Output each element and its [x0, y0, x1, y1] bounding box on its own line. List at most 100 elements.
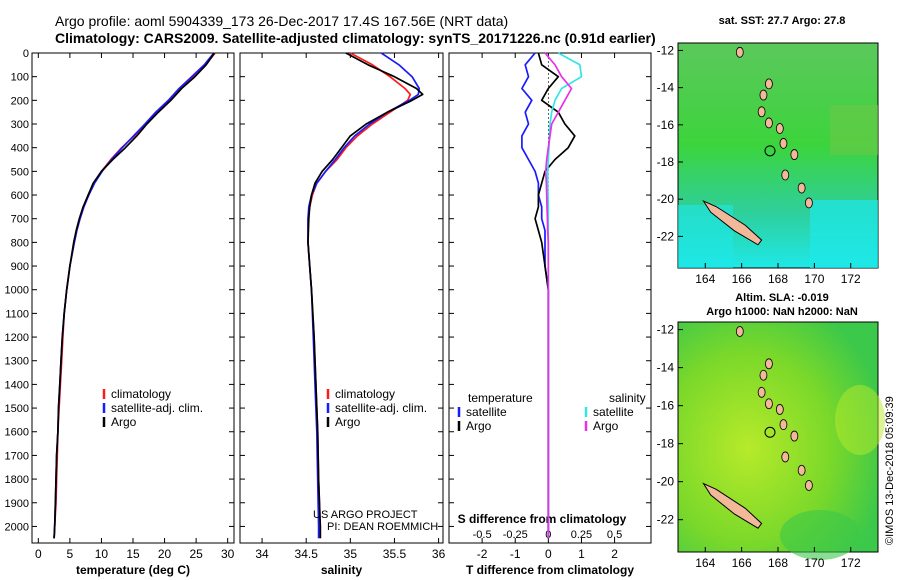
difference-secondary-tick: -0.25 [503, 529, 528, 541]
temperature-legend-label: climatology [111, 387, 171, 401]
depth-tick-label: 1300 [5, 356, 29, 368]
sst-ytick-label: -22 [657, 229, 675, 243]
difference-xtick-label: -2 [477, 547, 488, 561]
sla-island [765, 398, 773, 410]
difference-secondary-tick: 0.25 [571, 529, 592, 541]
salinity-xtick-label: 34 [255, 547, 269, 561]
depth-tick-label: 1200 [5, 332, 29, 344]
sst-island-new-caledonia [702, 199, 763, 246]
sla-map: Altim. SLA: -0.019 Argo h1000: NaN h2000… [657, 292, 885, 570]
difference-xtick-label: 2 [611, 547, 618, 561]
depth-tick-label: 600 [11, 190, 29, 202]
sst-island [781, 169, 790, 181]
salinity-xlabel: salinity [321, 563, 363, 577]
difference-legend-label: satellite [593, 405, 634, 419]
temperature-xtick-label: 0 [35, 547, 42, 561]
temperature-xtick-label: 20 [158, 547, 172, 561]
depth-tick-label: 1000 [5, 285, 29, 297]
sla-island [735, 326, 744, 337]
sla-island [781, 451, 790, 463]
sla-island [805, 480, 813, 491]
difference-frame [448, 52, 652, 544]
salinity-xtick-label: 34.5 [295, 547, 319, 561]
depth-tick-label: 1900 [5, 498, 29, 510]
salinity-frame [239, 52, 444, 544]
credit-project: US ARGO PROJECT [313, 509, 418, 521]
sst-ytick-label: -12 [657, 43, 675, 57]
difference-xtick-label: -1 [510, 547, 521, 561]
depth-tick-label: 700 [11, 214, 29, 226]
sla-island [779, 419, 788, 431]
difference-series-temperature-argo [534, 52, 576, 539]
sst-island [805, 197, 813, 209]
sla-ytick-label: -16 [657, 399, 675, 413]
depth-axis: 0 100 200 300 400 500 600 700 800 900 1000 1100 1200… [5, 48, 29, 533]
sla-island [765, 358, 773, 370]
sst-xtick-label: 172 [841, 272, 861, 286]
sla-island-new-caledonia [702, 482, 763, 529]
temperature-xtick-label: 30 [221, 547, 235, 561]
sst-xtick-label: 168 [768, 272, 788, 286]
depth-tick-label: 800 [11, 237, 29, 249]
temperature-series-argo [53, 52, 216, 539]
salinity-series-satellite-adj-clim- [307, 52, 421, 539]
temperature-legend-label: Argo [111, 415, 137, 429]
sst-ytick-label: -16 [657, 118, 675, 132]
difference-legend-label: Argo [466, 419, 492, 433]
sla-xtick-label: 166 [732, 556, 752, 570]
difference-series-salinity-argo [544, 52, 573, 539]
depth-tick-label: 200 [11, 95, 29, 107]
sla-ytick-label: -18 [657, 437, 675, 451]
depth-tick-label: 1800 [5, 474, 29, 486]
sla-ytick-label: -14 [657, 361, 675, 375]
depth-tick-label: 100 [11, 72, 29, 84]
depth-tick-label: 0 [23, 48, 29, 60]
sst-island [765, 117, 773, 129]
salinity-legend-label: Argo [335, 415, 361, 429]
sla-low-patch [780, 510, 860, 560]
difference-legend-title-salinity: salinity [609, 391, 646, 405]
sla-high-patch [835, 385, 885, 455]
sst-warm-patch [830, 105, 878, 155]
sst-island [797, 182, 806, 194]
difference-secondary-tick: -0.5 [473, 529, 492, 541]
sst-island [765, 78, 773, 90]
salinity-xtick-label: 35.5 [383, 547, 407, 561]
sst-xtick-label: 164 [695, 272, 715, 286]
sst-island [735, 46, 744, 58]
sst-map-title: sat. SST: 27.7 Argo: 27.8 [719, 15, 846, 27]
sst-island [779, 138, 788, 149]
depth-tick-label: 2000 [5, 521, 29, 533]
sla-island [757, 386, 766, 398]
temperature-xtick-label: 15 [126, 547, 140, 561]
sst-ytick-label: -20 [657, 192, 675, 206]
depth-tick-label: 1500 [5, 403, 29, 415]
depth-tick-label: 300 [11, 119, 29, 131]
difference-legend-label: satellite [466, 405, 507, 419]
temperature-series-climatology [53, 52, 216, 539]
sst-ytick-label: -18 [657, 155, 675, 169]
sla-ytick-label: -20 [657, 475, 675, 489]
sst-xtick-label: 166 [732, 272, 752, 286]
temperature-xlabel: temperature (deg C) [76, 563, 190, 577]
depth-tick-label: 1100 [5, 308, 29, 320]
sst-ytick-label: -14 [657, 81, 675, 95]
header-line-2: Climatology: CARS2009. Satellite-adjuste… [55, 30, 656, 46]
sst-cool-patch [810, 200, 878, 268]
watermark: ©IMOS 13-Dec-2018 05:09:39 [884, 396, 896, 545]
temperature-legend-label: satellite-adj. clim. [111, 401, 203, 415]
salinity-series-argo [307, 52, 424, 539]
sla-float-marker [764, 426, 776, 438]
difference-legend-label: Argo [593, 419, 619, 433]
header-line-1: Argo profile: aoml 5904339_173 26-Dec-20… [55, 13, 508, 29]
sst-island [790, 149, 799, 160]
sla-island [797, 464, 806, 476]
depth-tick-label: 1700 [5, 450, 29, 462]
difference-secondary-tick: 0.5 [607, 529, 622, 541]
sst-xtick-label: 170 [804, 272, 824, 286]
sla-ytick-label: -12 [657, 323, 675, 337]
depth-tick-label: 900 [11, 261, 29, 273]
temperature-xtick-label: 10 [95, 547, 109, 561]
depth-tick-label: 500 [11, 166, 29, 178]
